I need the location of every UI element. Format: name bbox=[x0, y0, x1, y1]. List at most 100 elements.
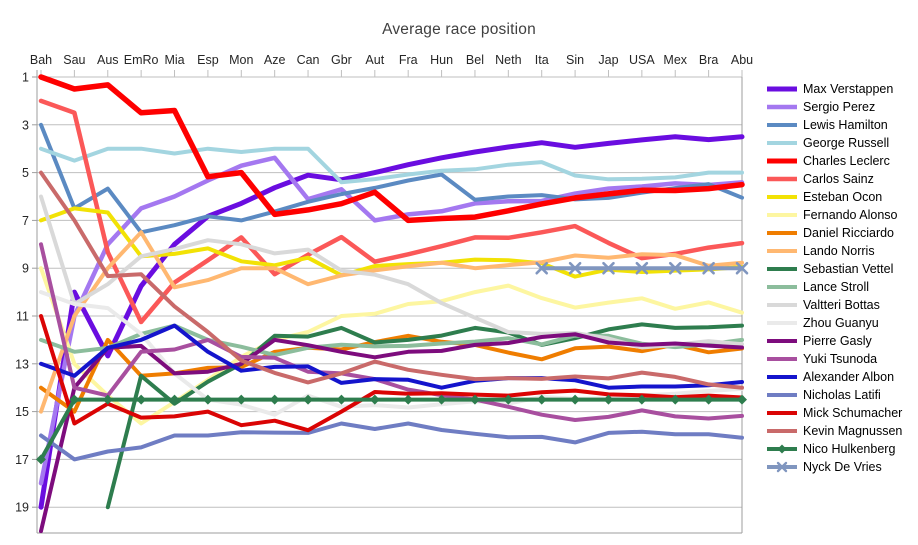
y-axis-label-13: 13 bbox=[15, 357, 29, 371]
y-axis-label-17: 17 bbox=[15, 453, 29, 467]
series-line-nico-hulkenberg bbox=[39, 397, 744, 462]
legend-item-valtteri-bottas: Valtteri Bottas bbox=[766, 296, 916, 314]
legend-swatch-fernando-alonso bbox=[767, 213, 797, 217]
legend-item-mick-schumacher: Mick Schumacher bbox=[766, 404, 916, 422]
legend-swatch-pierre-gasly bbox=[767, 339, 797, 343]
legend-item-charles-leclerc: Charles Leclerc bbox=[766, 152, 916, 170]
series-line-nicholas-latifi bbox=[39, 421, 744, 462]
x-axis-label-bra: Bra bbox=[699, 53, 719, 67]
legend-label: Sergio Perez bbox=[803, 100, 876, 114]
x-marker-icon bbox=[602, 261, 615, 275]
y-axis-label-11: 11 bbox=[16, 310, 29, 324]
diamond-marker-icon bbox=[570, 394, 581, 405]
series-line-kevin-magnussen bbox=[39, 170, 744, 390]
legend-label: Esteban Ocon bbox=[803, 190, 883, 204]
chart-title: Average race position bbox=[382, 21, 536, 38]
legend-label: Lando Norris bbox=[803, 244, 875, 258]
legend-swatch-nyck-de-vries bbox=[767, 461, 797, 473]
legend-label: Pierre Gasly bbox=[803, 334, 872, 348]
x-axis-label-abu: Abu bbox=[731, 53, 753, 67]
x-axis-label-bel: Bel bbox=[466, 53, 484, 67]
legend-item-max-verstappen: Max Verstappen bbox=[766, 80, 916, 98]
x-axis-label-usa: USA bbox=[629, 53, 655, 67]
legend-label: Lance Stroll bbox=[803, 280, 870, 294]
legend-item-alexander-albon: Alexander Albon bbox=[766, 368, 916, 386]
series-line-sebastian-vettel bbox=[105, 322, 744, 510]
diamond-marker-icon bbox=[169, 394, 180, 405]
diamond-marker-icon bbox=[469, 394, 480, 405]
legend-label: Nyck De Vries bbox=[803, 460, 882, 474]
x-axis-label-jap: Jap bbox=[598, 53, 618, 67]
legend-swatch-lewis-hamilton bbox=[767, 123, 797, 127]
diamond-marker-icon bbox=[636, 394, 647, 405]
diamond-marker-icon bbox=[369, 394, 380, 405]
legend-item-lando-norris: Lando Norris bbox=[766, 242, 916, 260]
legend-swatch-kevin-magnussen bbox=[767, 429, 797, 433]
diamond-marker-icon bbox=[670, 394, 681, 405]
diamond-marker-icon bbox=[202, 394, 213, 405]
y-axis-label-19: 19 bbox=[15, 501, 29, 515]
legend-swatch-esteban-ocon bbox=[767, 195, 797, 199]
diamond-marker-icon bbox=[69, 394, 80, 405]
diamond-marker-icon bbox=[536, 394, 547, 405]
series-line-lando-norris bbox=[39, 230, 744, 414]
diamond-marker-icon bbox=[303, 394, 314, 405]
legend-swatch-sergio-perez bbox=[767, 104, 797, 110]
legend-item-zhou-guanyu: Zhou Guanyu bbox=[766, 314, 916, 332]
series-line-lewis-hamilton bbox=[39, 122, 744, 235]
x-axis-label-hun: Hun bbox=[430, 53, 453, 67]
legend-swatch-lance-stroll bbox=[767, 285, 797, 289]
diamond-marker-icon bbox=[737, 394, 747, 405]
legend-label: Sebastian Vettel bbox=[803, 262, 894, 276]
x-axis-label-gbr: Gbr bbox=[331, 53, 352, 67]
y-axis-label-5: 5 bbox=[22, 166, 29, 180]
legend-label: Mick Schumacher bbox=[803, 406, 903, 420]
y-axis-label-9: 9 bbox=[22, 262, 29, 276]
diamond-marker-icon bbox=[703, 394, 714, 405]
diamond-marker-icon bbox=[102, 394, 113, 405]
legend-item-daniel-ricciardo: Daniel Ricciardo bbox=[766, 224, 916, 242]
legend-swatch-charles-leclerc bbox=[767, 158, 797, 164]
x-marker-icon bbox=[635, 261, 649, 275]
series-line-carlos-sainz bbox=[38, 98, 745, 325]
legend-swatch-carlos-sainz bbox=[767, 176, 797, 182]
legend-swatch-george-russell bbox=[767, 141, 797, 145]
x-axis-label-aus: Aus bbox=[97, 53, 119, 67]
x-axis-label-aut: Aut bbox=[365, 53, 384, 67]
legend-item-fernando-alonso: Fernando Alonso bbox=[766, 206, 916, 224]
y-axis-label-3: 3 bbox=[22, 118, 29, 132]
legend-swatch-daniel-ricciardo bbox=[767, 231, 797, 235]
x-axis-label-aze: Aze bbox=[264, 53, 286, 67]
series-line-max-verstappen bbox=[38, 134, 745, 510]
x-marker-icon bbox=[535, 261, 549, 275]
legend-item-yuki-tsunoda: Yuki Tsunoda bbox=[766, 350, 916, 368]
legend-item-carlos-sainz: Carlos Sainz bbox=[766, 170, 916, 188]
legend-label: Max Verstappen bbox=[803, 82, 894, 96]
x-axis-label-ita: Ita bbox=[535, 53, 549, 67]
legend-item-george-russell: George Russell bbox=[766, 134, 916, 152]
x-marker-icon bbox=[735, 261, 749, 275]
series-line-charles-leclerc bbox=[38, 74, 745, 224]
diamond-marker-icon bbox=[603, 394, 614, 405]
legend-label: Fernando Alonso bbox=[803, 208, 898, 222]
diamond-marker-icon bbox=[503, 394, 514, 405]
y-axis-label-1: 1 bbox=[22, 71, 29, 85]
series-line-pierre-gasly bbox=[39, 332, 744, 534]
series-line-yuki-tsunoda bbox=[39, 242, 744, 422]
x-axis-label-fra: Fra bbox=[399, 53, 418, 67]
legend-label: Alexander Albon bbox=[803, 370, 895, 384]
legend-swatch-alexander-albon bbox=[767, 375, 797, 379]
x-axis-label-sin: Sin bbox=[566, 53, 584, 67]
legend-item-kevin-magnussen: Kevin Magnussen bbox=[766, 422, 916, 440]
legend-item-lewis-hamilton: Lewis Hamilton bbox=[766, 116, 916, 134]
x-axis-label-mia: Mia bbox=[164, 53, 184, 67]
series-line-lance-stroll bbox=[39, 323, 744, 357]
x-marker-icon bbox=[568, 261, 582, 275]
legend-swatch-yuki-tsunoda bbox=[767, 357, 797, 361]
legend-label: Charles Leclerc bbox=[803, 154, 890, 168]
diamond-marker-icon bbox=[403, 394, 414, 405]
diamond-marker-icon bbox=[136, 394, 147, 405]
legend-item-nicholas-latifi: Nicholas Latifi bbox=[766, 386, 916, 404]
legend-item-sebastian-vettel: Sebastian Vettel bbox=[766, 260, 916, 278]
